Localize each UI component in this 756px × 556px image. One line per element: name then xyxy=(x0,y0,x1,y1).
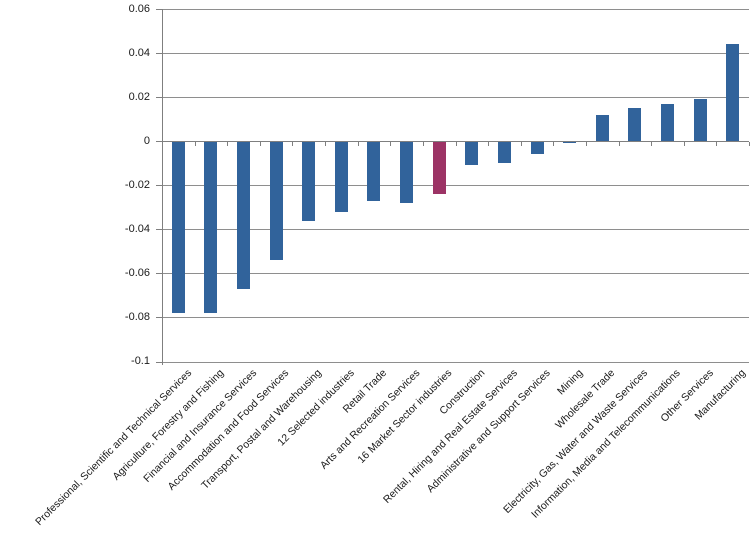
y-axis-line xyxy=(162,9,163,365)
x-axis-tick xyxy=(488,142,490,147)
y-axis-tick-label: 0.06 xyxy=(128,2,150,15)
gridline xyxy=(162,9,749,10)
x-axis-tick xyxy=(227,142,229,147)
y-axis-tick-label: -0.02 xyxy=(124,178,150,191)
y-axis-tick-label: -0.08 xyxy=(124,310,150,323)
y-axis-tick-label: -0.06 xyxy=(124,266,150,279)
bar-highlighted xyxy=(432,142,446,195)
x-axis-tick xyxy=(716,142,718,147)
bar xyxy=(465,142,479,166)
x-axis-label: Information, Media and Telecommunication… xyxy=(529,367,683,521)
x-axis-tick xyxy=(520,142,522,147)
bar xyxy=(204,142,218,314)
bar xyxy=(563,142,577,144)
x-axis-tick xyxy=(618,142,620,147)
x-axis-label: Accommodation and Food Services xyxy=(165,367,292,493)
bar xyxy=(171,142,185,314)
x-axis-tick xyxy=(683,142,685,147)
bar xyxy=(334,142,348,212)
x-axis-tick xyxy=(651,142,653,147)
bar xyxy=(400,142,414,203)
x-axis-tick xyxy=(292,142,294,147)
y-axis-tick xyxy=(156,185,162,187)
x-axis-tick xyxy=(390,142,392,147)
bar xyxy=(726,44,740,142)
y-axis-tick-label: -0.1 xyxy=(131,355,150,367)
x-axis-tick xyxy=(259,142,261,147)
bar xyxy=(367,142,381,201)
bar xyxy=(269,142,283,261)
y-axis-tick xyxy=(156,97,162,99)
bar xyxy=(660,103,674,142)
x-axis-tick xyxy=(749,142,750,147)
bar xyxy=(595,114,609,142)
bar xyxy=(628,108,642,142)
gridline xyxy=(162,361,749,363)
y-axis-tick-label: 0.02 xyxy=(128,90,150,103)
y-axis-tick xyxy=(156,317,162,319)
y-axis-tick-label: 0.04 xyxy=(128,46,150,59)
x-axis-tick xyxy=(357,142,359,147)
gridline xyxy=(162,229,749,231)
bar xyxy=(530,142,544,155)
x-axis-label: Mining xyxy=(554,367,586,398)
gridline xyxy=(162,273,749,275)
y-axis-tick xyxy=(156,273,162,275)
x-axis-tick xyxy=(585,142,587,147)
y-axis-tick-label: 0 xyxy=(143,134,150,147)
gridline xyxy=(162,53,749,55)
gridline xyxy=(162,97,749,99)
y-axis-tick xyxy=(156,9,162,10)
gridline xyxy=(162,185,749,187)
y-axis-tick xyxy=(156,361,162,363)
bar xyxy=(237,142,251,289)
x-axis-tick xyxy=(325,142,327,147)
x-axis-tick xyxy=(455,142,457,147)
y-axis-tick xyxy=(156,53,162,55)
bar xyxy=(693,99,707,142)
x-axis-line xyxy=(162,141,749,143)
y-axis-tick-label: -0.04 xyxy=(124,222,150,235)
x-axis-tick xyxy=(422,142,424,147)
x-axis-tick xyxy=(553,142,555,147)
bar xyxy=(302,142,316,221)
bar xyxy=(497,142,511,164)
y-axis-tick xyxy=(156,229,162,231)
gridline xyxy=(162,317,749,319)
y-axis-tick xyxy=(156,141,162,143)
x-axis-tick xyxy=(194,142,196,147)
x-axis-label: Transport, Postal and Warehousing xyxy=(199,367,325,492)
